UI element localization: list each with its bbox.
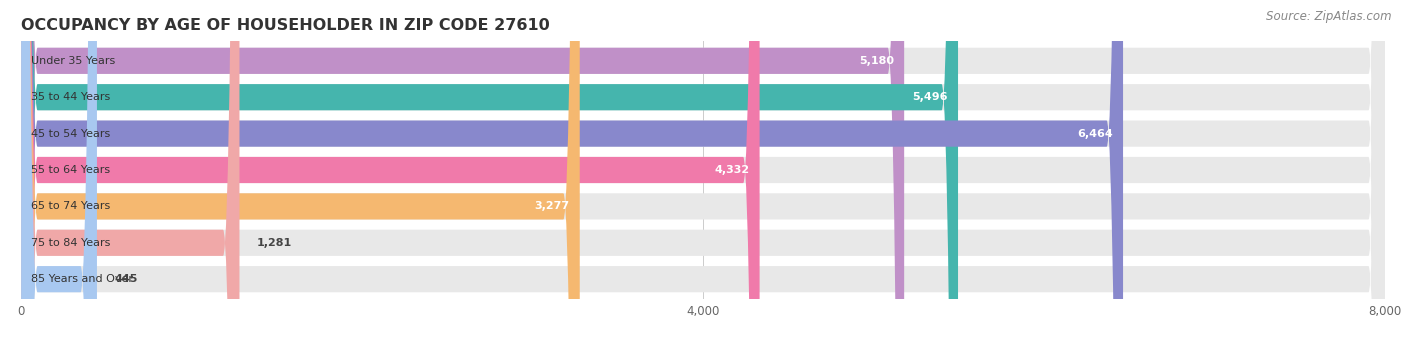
- FancyBboxPatch shape: [21, 0, 1385, 340]
- Text: Under 35 Years: Under 35 Years: [31, 56, 115, 66]
- FancyBboxPatch shape: [21, 0, 1385, 340]
- Text: 75 to 84 Years: 75 to 84 Years: [31, 238, 111, 248]
- Text: 4,332: 4,332: [714, 165, 749, 175]
- Text: 5,180: 5,180: [859, 56, 894, 66]
- Text: 5,496: 5,496: [912, 92, 948, 102]
- Text: Source: ZipAtlas.com: Source: ZipAtlas.com: [1267, 10, 1392, 23]
- Text: OCCUPANCY BY AGE OF HOUSEHOLDER IN ZIP CODE 27610: OCCUPANCY BY AGE OF HOUSEHOLDER IN ZIP C…: [21, 18, 550, 33]
- Text: 45 to 54 Years: 45 to 54 Years: [31, 129, 111, 139]
- FancyBboxPatch shape: [21, 0, 1385, 340]
- FancyBboxPatch shape: [21, 0, 239, 340]
- FancyBboxPatch shape: [21, 0, 1385, 340]
- Text: 445: 445: [114, 274, 138, 284]
- FancyBboxPatch shape: [21, 0, 904, 340]
- FancyBboxPatch shape: [21, 0, 759, 340]
- Text: 1,281: 1,281: [256, 238, 292, 248]
- FancyBboxPatch shape: [21, 0, 1123, 340]
- FancyBboxPatch shape: [21, 0, 1385, 340]
- FancyBboxPatch shape: [21, 0, 579, 340]
- Text: 3,277: 3,277: [534, 201, 569, 211]
- FancyBboxPatch shape: [21, 0, 957, 340]
- FancyBboxPatch shape: [21, 0, 1385, 340]
- Text: 35 to 44 Years: 35 to 44 Years: [31, 92, 111, 102]
- Text: 85 Years and Over: 85 Years and Over: [31, 274, 134, 284]
- Text: 65 to 74 Years: 65 to 74 Years: [31, 201, 111, 211]
- Text: 55 to 64 Years: 55 to 64 Years: [31, 165, 111, 175]
- FancyBboxPatch shape: [21, 0, 1385, 340]
- FancyBboxPatch shape: [21, 0, 97, 340]
- Text: 6,464: 6,464: [1077, 129, 1112, 139]
